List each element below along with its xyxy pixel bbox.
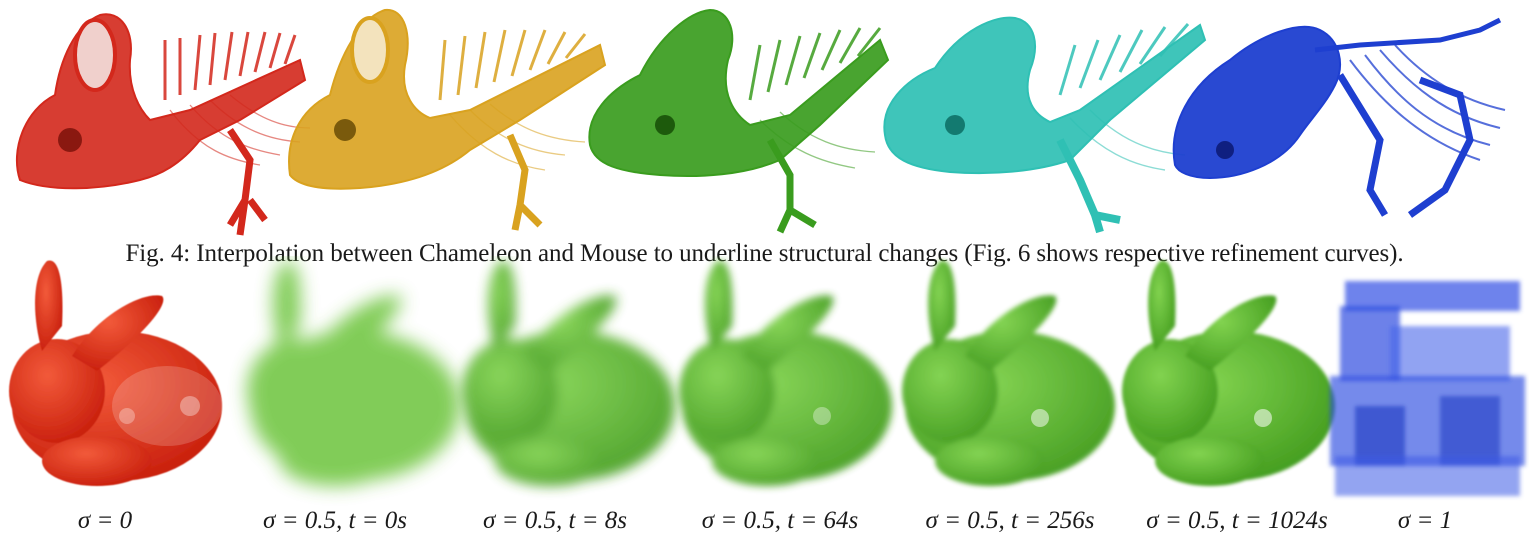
- label-t-1024s: σ = 0.5, t = 1024s: [1146, 507, 1328, 534]
- skeleton-panel-chameleon: [15, 13, 311, 236]
- bunny-row-svg: [9, 260, 1525, 496]
- bunny-panel-1: [9, 260, 222, 486]
- label-t-8s: σ = 0.5, t = 8s: [483, 507, 627, 534]
- label-sigma-0: σ = 0: [77, 507, 133, 534]
- bunny-panel-4: [679, 260, 892, 486]
- skeleton-row-svg: [15, 8, 1506, 236]
- figure-caption: Fig. 4: Interpolation between Chameleon …: [125, 240, 1404, 267]
- bunny-panel-5: [902, 260, 1115, 486]
- bunny-panel-3: [462, 260, 675, 486]
- label-t-0s: σ = 0.5, t = 0s: [263, 507, 407, 534]
- label-t-256s: σ = 0.5, t = 256s: [925, 507, 1095, 534]
- label-sigma-1: σ = 1: [1397, 507, 1453, 534]
- bunny-interpolation-row: [0, 256, 1529, 506]
- skeleton-panel-mouse: [1172, 17, 1506, 218]
- skeleton-panel-interp-2: [588, 8, 890, 234]
- bunny-labels: σ = 0 σ = 0.5, t = 0s σ = 0.5, t = 8s σ …: [0, 507, 1529, 541]
- bunny-panel-2: [247, 260, 460, 486]
- skeleton-interpolation-row: [0, 0, 1529, 238]
- skeleton-panel-interp-3: [883, 16, 1207, 234]
- bunny-panel-7: [1330, 281, 1525, 496]
- bunny-panel-6: [1122, 260, 1335, 486]
- skeleton-panel-interp-1: [288, 8, 607, 231]
- label-t-64s: σ = 0.5, t = 64s: [701, 507, 859, 534]
